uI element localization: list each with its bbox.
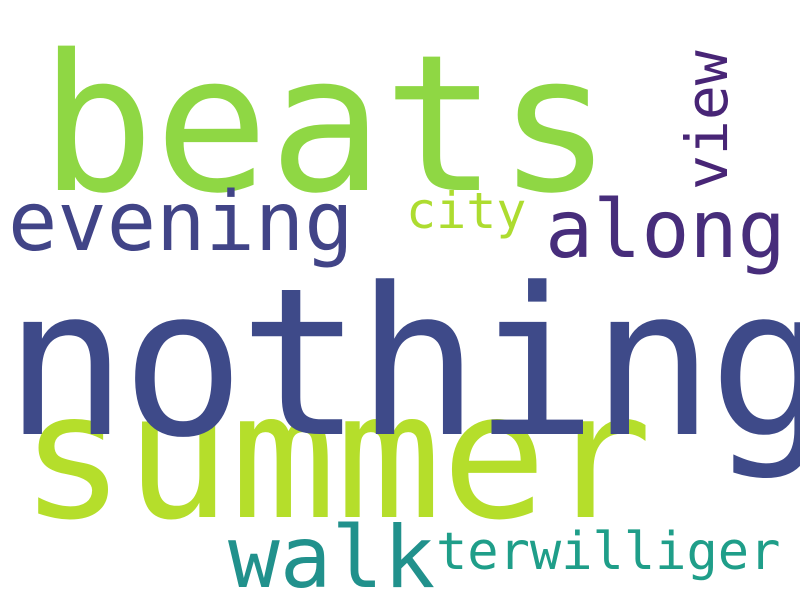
word-along: along — [545, 183, 786, 276]
word-beats: beats — [40, 14, 612, 235]
word-view: view — [673, 50, 741, 190]
word-nothing: nothing — [4, 245, 800, 483]
word-terwilliger: terwilliger — [436, 522, 781, 582]
word-walk: walk — [228, 508, 436, 600]
word-evening: evening — [8, 175, 354, 270]
word-summer: summer — [20, 356, 653, 559]
word-city: city — [406, 182, 527, 240]
